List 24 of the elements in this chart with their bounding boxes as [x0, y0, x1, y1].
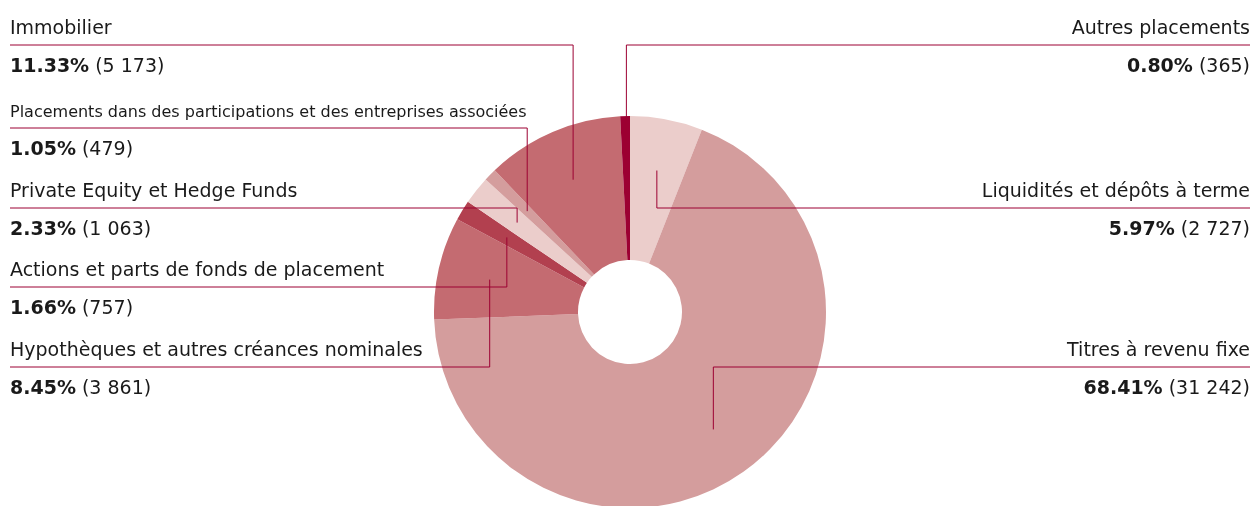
data-label: 1.05% (479) [10, 137, 134, 159]
slice-label: Autres placements [1071, 16, 1250, 38]
donut-slice [620, 116, 630, 261]
slice-label: Liquidités et dépôts à terme [981, 179, 1250, 201]
data-label: 8.45% (3 861) [10, 376, 152, 398]
data-label: 2.33% (1 063) [10, 217, 152, 239]
data-label: 5.97% (2 727) [1108, 217, 1250, 239]
slice-label: Titres à revenu fixe [1066, 338, 1250, 360]
donut-slice [434, 129, 826, 506]
data-label: 1.66% (757) [10, 296, 134, 318]
data-label: 0.80% (365) [1126, 54, 1250, 76]
donut-slice [434, 219, 585, 320]
donut-slice [467, 179, 592, 283]
slice-label: Private Equity et Hedge Funds [10, 179, 298, 201]
slice-label: Placements dans des participations et des entreprises associées [10, 102, 527, 121]
donut-slice [457, 201, 587, 288]
donut-slice [494, 116, 628, 275]
slice-label: Immobilier [10, 16, 112, 38]
donut-slice [630, 116, 702, 264]
slice-label: Hypothèques et autres créances nominales [10, 338, 423, 360]
data-label: 11.33% (5 173) [10, 54, 165, 76]
slice-label: Actions et parts de fonds de placement [10, 258, 385, 280]
data-label: 68.41% (31 242) [1083, 376, 1250, 398]
donut-slice [485, 170, 595, 277]
